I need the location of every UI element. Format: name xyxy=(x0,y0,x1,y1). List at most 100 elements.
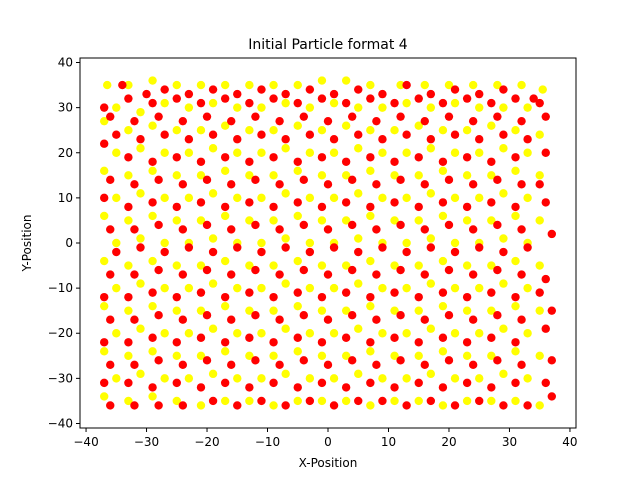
red-particle-point xyxy=(99,338,109,347)
yellow-particle-point xyxy=(148,76,157,85)
yellow-particle-point xyxy=(414,216,423,225)
yellow-particle-point xyxy=(450,98,460,108)
red-particle-point xyxy=(178,360,188,370)
yellow-particle-point xyxy=(426,369,436,379)
red-particle-point xyxy=(227,270,236,279)
red-particle-point xyxy=(493,356,502,365)
red-particle-point xyxy=(233,135,242,144)
yellow-particle-point xyxy=(468,80,478,90)
yellow-particle-point xyxy=(366,401,375,410)
red-particle-point xyxy=(269,202,278,212)
red-particle-point xyxy=(438,383,448,392)
yellow-particle-point xyxy=(414,396,423,406)
x-tick-label: 40 xyxy=(562,435,577,449)
yellow-particle-point xyxy=(523,193,532,203)
red-particle-point xyxy=(378,396,387,406)
yellow-particle-point xyxy=(257,329,266,338)
red-particle-point xyxy=(462,378,472,388)
red-particle-point xyxy=(414,153,423,162)
red-particle-point xyxy=(396,112,405,121)
yellow-particle-point xyxy=(269,351,278,361)
red-particle-point xyxy=(493,265,502,275)
x-tick-label: 20 xyxy=(441,435,456,449)
yellow-particle-point xyxy=(172,80,181,90)
yellow-particle-point xyxy=(124,171,133,180)
yellow-particle-point xyxy=(378,148,387,157)
yellow-particle-point xyxy=(148,347,157,356)
red-particle-point xyxy=(196,157,206,166)
yellow-particle-point xyxy=(535,261,544,270)
red-particle-point xyxy=(541,274,550,284)
yellow-particle-point xyxy=(172,125,181,135)
yellow-particle-point xyxy=(511,396,520,406)
red-particle-point xyxy=(450,247,460,257)
yellow-particle-point xyxy=(233,283,242,293)
red-particle-point xyxy=(172,94,181,103)
yellow-particle-point xyxy=(390,396,399,406)
yellow-particle-point xyxy=(341,216,351,225)
red-particle-point xyxy=(148,157,157,166)
red-particle-point xyxy=(341,333,351,342)
yellow-particle-point xyxy=(390,216,399,225)
red-particle-point xyxy=(220,202,230,212)
red-particle-point xyxy=(547,306,557,315)
red-particle-point xyxy=(220,153,230,162)
red-particle-point xyxy=(293,383,302,392)
red-particle-point xyxy=(517,315,526,324)
yellow-particle-point xyxy=(317,216,327,225)
red-particle-point xyxy=(106,225,115,234)
yellow-particle-point xyxy=(511,256,520,266)
red-particle-point xyxy=(317,94,327,103)
red-particle-point xyxy=(420,360,429,370)
yellow-particle-point xyxy=(511,211,520,221)
red-particle-point xyxy=(426,243,436,252)
red-particle-point xyxy=(124,202,133,212)
red-particle-point xyxy=(172,202,181,212)
yellow-particle-point xyxy=(112,374,121,383)
red-particle-point xyxy=(305,130,315,139)
yellow-particle-point xyxy=(245,216,254,225)
yellow-particle-point xyxy=(523,283,532,293)
yellow-particle-point xyxy=(160,374,169,383)
yellow-particle-point xyxy=(535,130,544,139)
x-tick-label: −30 xyxy=(134,435,159,449)
yellow-particle-point xyxy=(160,98,169,108)
red-particle-point xyxy=(347,220,357,230)
yellow-particle-point xyxy=(208,98,218,108)
red-particle-point xyxy=(511,292,520,302)
red-particle-point xyxy=(329,89,339,99)
red-particle-point xyxy=(257,130,266,139)
red-particle-point xyxy=(299,265,309,275)
red-particle-point xyxy=(420,225,429,234)
yellow-particle-point xyxy=(184,374,194,383)
red-particle-point xyxy=(390,157,399,166)
yellow-particle-point xyxy=(281,279,290,288)
yellow-particle-point xyxy=(390,171,399,180)
red-particle-point xyxy=(517,270,526,279)
red-particle-point xyxy=(178,180,188,189)
red-particle-point xyxy=(299,112,309,121)
yellow-particle-point xyxy=(390,125,399,135)
red-particle-point xyxy=(420,270,429,279)
red-particle-point xyxy=(438,333,448,342)
red-particle-point xyxy=(402,130,411,139)
red-particle-point xyxy=(354,85,363,94)
yellow-particle-point xyxy=(354,144,363,153)
red-particle-point xyxy=(196,98,206,108)
red-particle-point xyxy=(99,193,109,203)
red-particle-point xyxy=(341,198,351,207)
red-particle-point xyxy=(178,116,188,126)
red-particle-point xyxy=(106,360,115,370)
red-particle-point xyxy=(220,292,230,302)
red-particle-point xyxy=(148,198,157,207)
red-particle-point xyxy=(202,310,212,320)
y-tick-label: −40 xyxy=(48,416,73,430)
yellow-particle-point xyxy=(390,351,399,361)
yellow-particle-point xyxy=(136,279,145,288)
red-particle-point xyxy=(257,396,266,406)
yellow-particle-point xyxy=(317,76,327,85)
red-particle-point xyxy=(347,112,357,121)
yellow-particle-point xyxy=(438,256,448,266)
red-particle-point xyxy=(541,378,550,388)
